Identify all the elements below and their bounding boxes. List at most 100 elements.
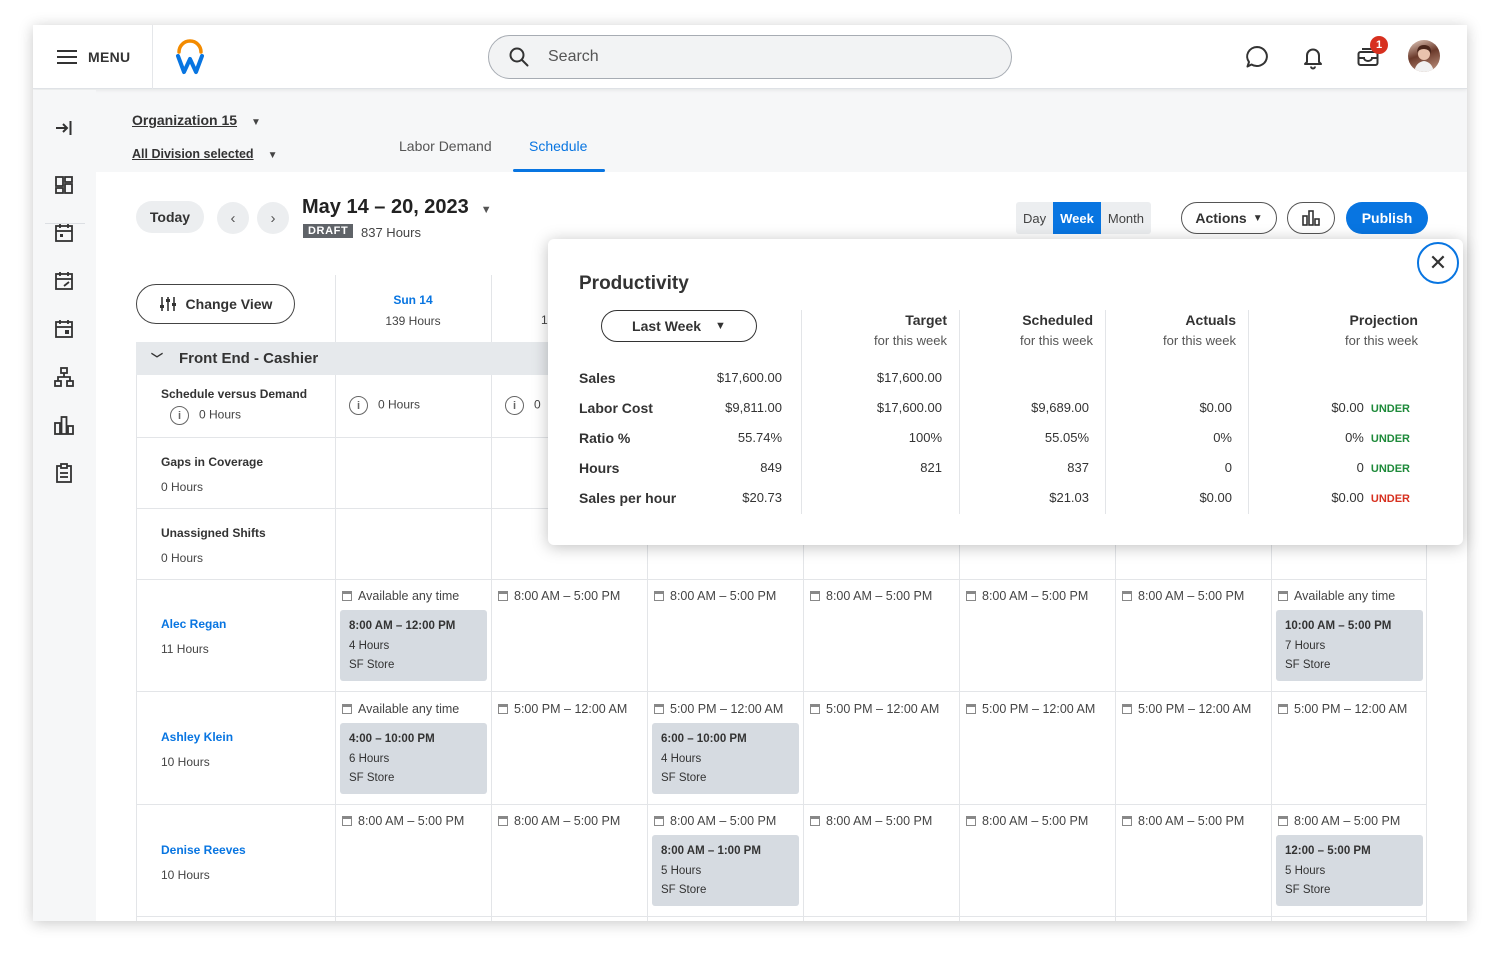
productivity-popover: Productivity ✕ Last Week ▼ Target for this… [548, 239, 1463, 545]
calendar-icon [1278, 816, 1288, 826]
menu-button[interactable]: MENU [33, 25, 153, 89]
metric-label-sales: Sales [579, 370, 616, 386]
clipboard-icon[interactable] [53, 462, 75, 484]
availability-text: 5:00 PM – 12:00 AM [1294, 702, 1408, 716]
productivity-title: Productivity [579, 273, 689, 294]
availability: Available any time [342, 702, 459, 716]
next-week-button[interactable]: › [257, 202, 289, 234]
availability-text: Available any time [1294, 589, 1396, 603]
availability: 8:00 AM – 5:00 PM [810, 589, 932, 603]
previous-week-button[interactable]: ‹ [217, 202, 249, 234]
column-header-actuals: Actuals for this week [1163, 312, 1236, 348]
dashboard-icon[interactable] [53, 174, 75, 196]
day-header-sun[interactable]: Sun 14 139 Hours [335, 293, 491, 328]
metric-target: 821 [920, 460, 942, 475]
availability: 8:00 AM – 5:00 PM [966, 814, 1088, 828]
change-view-button[interactable]: Change View [136, 284, 295, 324]
actions-label: Actions [1195, 210, 1247, 226]
hours-value: 0 [534, 397, 541, 412]
gaps-hours: 0 Hours [161, 480, 204, 494]
view-week-button[interactable]: Week [1053, 202, 1101, 234]
period-dropdown[interactable]: Last Week ▼ [601, 310, 757, 342]
caret-down-icon: ▼ [267, 150, 278, 161]
column-subtitle: for this week [1020, 333, 1093, 348]
availability: 8:00 AM – 5:00 PM [342, 814, 464, 828]
org-chart-icon[interactable] [53, 366, 75, 388]
search-box[interactable]: Search [488, 35, 1012, 79]
user-avatar[interactable] [1408, 40, 1440, 72]
calendar-icon [498, 816, 508, 826]
metric-target: $17,600.00 [876, 400, 942, 415]
info-icon[interactable]: i [349, 396, 368, 415]
column-divider [1105, 310, 1106, 514]
shift-time: 12:00 – 5:00 PM [1285, 845, 1371, 857]
actions-button[interactable]: Actions ▼ [1181, 202, 1277, 234]
calendar-icon [654, 591, 664, 601]
employee-name[interactable]: Ashley Klein [161, 730, 234, 744]
bell-icon[interactable] [1299, 43, 1327, 71]
availability: 8:00 AM – 5:00 PM [654, 589, 776, 603]
column-divider [801, 310, 802, 514]
bar-chart-icon [1302, 210, 1320, 226]
active-tab-indicator [513, 169, 605, 172]
column-divider [959, 310, 960, 514]
productivity-chart-button[interactable] [1287, 202, 1335, 234]
shift-time: 6:00 – 10:00 PM [661, 733, 747, 745]
view-switcher: Day Week Month [1016, 202, 1151, 234]
projection-value: $0.00 [1331, 400, 1364, 415]
division-selector[interactable]: All Division selected ▼ [132, 147, 277, 161]
chevron-left-icon: ‹ [230, 209, 236, 227]
inbox-icon[interactable] [1354, 43, 1382, 71]
metric-scheduled: 55.05% [1044, 430, 1089, 445]
shift-card[interactable]: 8:00 AM – 12:00 PM 4 Hours SF Store [340, 610, 487, 681]
close-icon: ✕ [1428, 250, 1448, 275]
workday-logo[interactable] [175, 39, 205, 75]
info-icon[interactable]: i [170, 406, 189, 425]
availability-text: 8:00 AM – 5:00 PM [982, 589, 1089, 603]
date-range-selector[interactable]: May 14 – 20, 2023 ▼ [302, 196, 492, 219]
top-bar: MENU Search 1 [33, 25, 1467, 89]
availability-text: 5:00 PM – 12:00 AM [1138, 702, 1252, 716]
availability-text: 5:00 PM – 12:00 AM [514, 702, 628, 716]
shift-card[interactable]: 6:00 – 10:00 PM 4 Hours SF Store [652, 723, 799, 794]
metric-projection: 0 UNDER [1357, 460, 1410, 475]
calendar-icon [966, 704, 976, 714]
calendar-icon [810, 591, 820, 601]
info-icon[interactable]: i [505, 396, 524, 415]
status-flag: UNDER [1370, 493, 1410, 505]
employee-name[interactable]: Denise Reeves [161, 843, 246, 857]
day-label: Sun 14 [393, 293, 433, 307]
caret-down-icon: ▼ [715, 320, 726, 332]
availability: 8:00 AM – 5:00 PM [498, 589, 620, 603]
date-range: May 14 – 20, 2023 [302, 196, 469, 218]
metric-scheduled: $21.03 [1049, 490, 1089, 505]
projection-value: 0% [1345, 430, 1364, 445]
calendar-check-icon[interactable] [53, 318, 75, 340]
tab-schedule[interactable]: Schedule [529, 138, 588, 154]
employee-name[interactable]: Alec Regan [161, 617, 227, 631]
calendar-edit-icon[interactable] [53, 270, 75, 292]
shift-card[interactable]: 12:00 – 5:00 PM 5 Hours SF Store [1276, 835, 1423, 906]
caret-down-icon: ▼ [1252, 212, 1263, 224]
gaps-label: Gaps in Coverage [161, 455, 264, 469]
tab-labor-demand[interactable]: Labor Demand [399, 138, 492, 154]
grid-line [136, 375, 137, 921]
shift-card[interactable]: 4:00 – 10:00 PM 6 Hours SF Store [340, 723, 487, 794]
shift-store: SF Store [349, 772, 395, 784]
schedule-calendar-icon[interactable] [53, 222, 75, 244]
shift-card[interactable]: 10:00 AM – 5:00 PM 7 Hours SF Store [1276, 610, 1423, 681]
collapse-arrow-icon[interactable] [53, 117, 75, 139]
view-month-button[interactable]: Month [1107, 210, 1144, 226]
close-button[interactable]: ✕ [1417, 242, 1459, 284]
view-day-button[interactable]: Day [1023, 210, 1047, 226]
shift-hours: 6 Hours [349, 752, 390, 765]
calendar-icon [1122, 591, 1132, 601]
publish-button[interactable]: Publish [1346, 202, 1428, 234]
today-button[interactable]: Today [136, 201, 204, 233]
shift-card[interactable]: 8:00 AM – 1:00 PM 5 Hours SF Store [652, 835, 799, 906]
bar-chart-icon[interactable] [53, 414, 75, 436]
organization-selector[interactable]: Organization 15 ▼ [132, 112, 261, 128]
grid-line [1271, 375, 1272, 921]
chat-icon[interactable] [1243, 43, 1271, 71]
